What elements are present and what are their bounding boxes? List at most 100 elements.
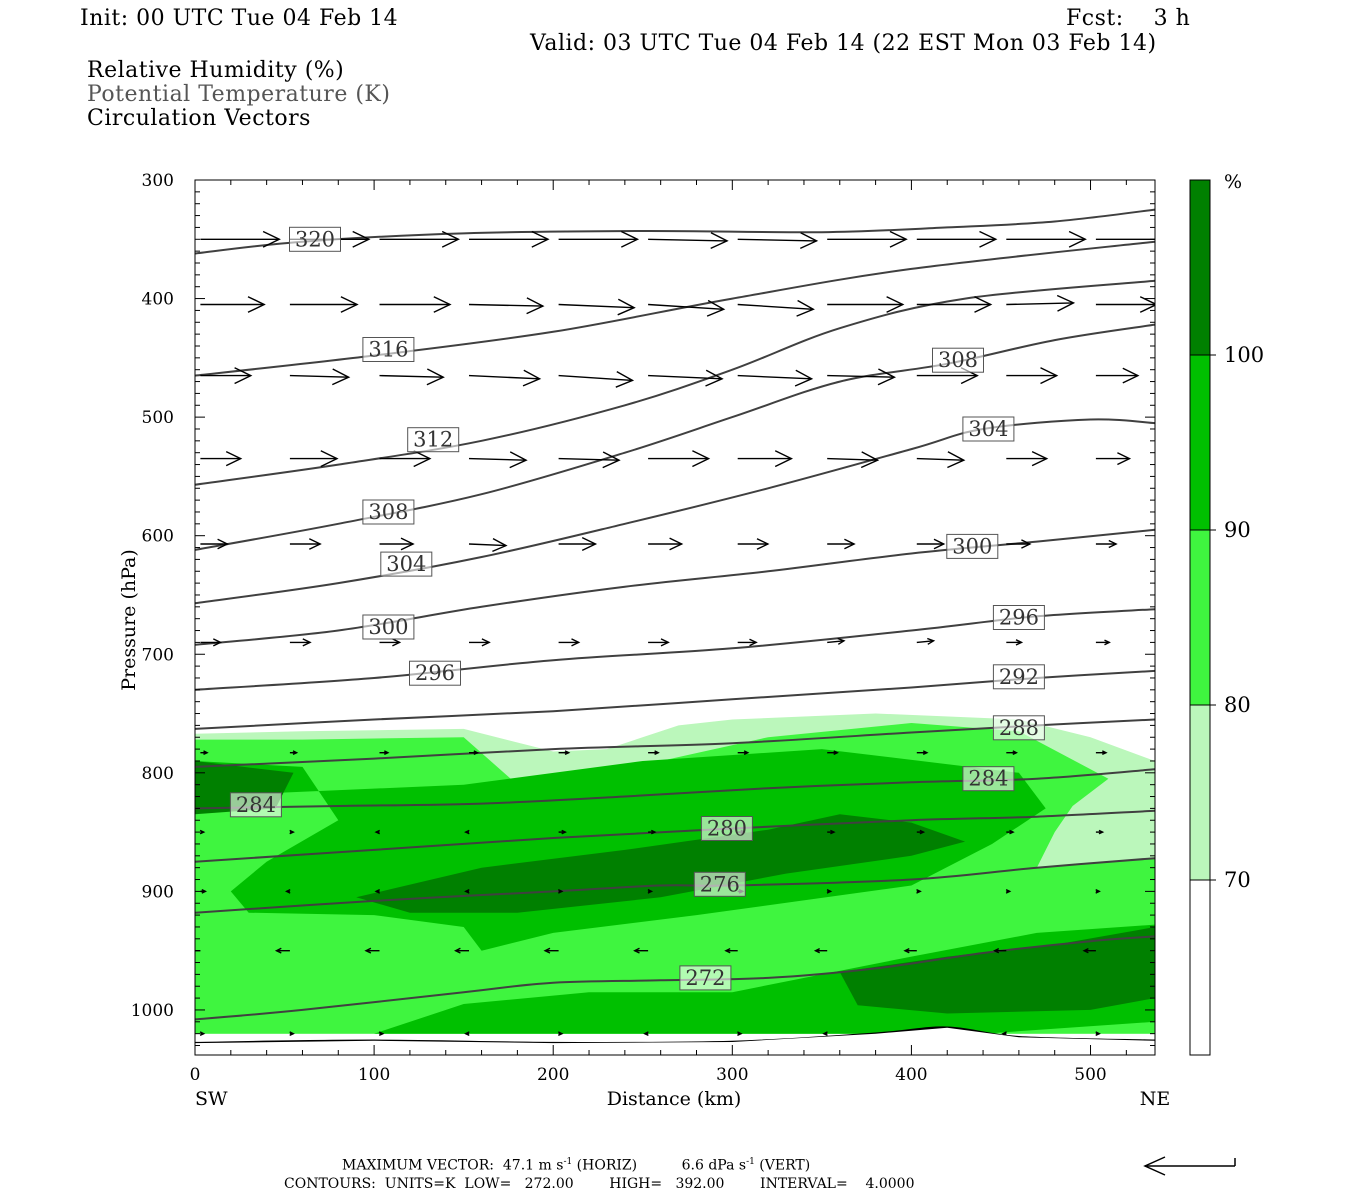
contour-label-308-2: 308 [938,348,978,372]
forecast-hour: Fcst: 3 h [1066,6,1191,31]
contour-label-box-272-1 [679,965,732,991]
theta-contour-304 [195,418,1155,605]
circulation-vector [648,450,711,468]
circulation-vector [558,829,567,835]
circulation-vector [200,296,266,313]
y-tick-label-300: 300 [142,171,174,191]
circulation-vector [374,888,381,894]
circulation-vector [1006,230,1087,248]
contour-label-box-308-1 [362,499,415,525]
circulation-vector [557,1031,564,1037]
max-vert-exponent: -1 [746,1157,755,1167]
circulation-vector [284,888,291,894]
circulation-vector [648,299,726,317]
circulation-vector [813,947,828,954]
colorbar-level-80: 80 [1224,693,1251,717]
colorbar-segment [1190,355,1210,530]
circulation-vector [724,947,738,954]
circulation-vector [374,829,380,835]
circulation-vector [1006,750,1019,756]
circulation-vector [827,230,908,248]
colorbar-segment [1190,705,1210,880]
theta-contour-284 [195,768,1155,810]
contour-label-304-2: 304 [968,417,1008,441]
circulation-vector [379,296,452,313]
circulation-vector [289,368,351,386]
circulation-vector [1095,829,1105,835]
y-axis-title: Pressure (hPa) [118,549,140,691]
circulation-vector [558,451,621,469]
contour-label-box-316-1 [362,337,415,362]
circulation-vector [469,750,480,756]
contour-label-300-1: 300 [368,615,408,639]
circulation-vector [199,1031,206,1037]
field-label-rh: Relative Humidity (%) [87,58,345,83]
circulation-vector [1006,639,1024,646]
circulation-vector [379,450,432,468]
colorbar-level-100: 100 [1224,343,1264,367]
circulation-vector [379,230,461,248]
contour-label-box-320-1 [289,226,341,252]
circulation-vector [274,947,290,954]
contour-label-316-1: 316 [368,338,408,362]
max-horiz-exponent: -1 [563,1157,573,1167]
max-horiz-tag: (HORIZ) [576,1157,638,1174]
circulation-vector [648,638,670,647]
max-vert-tag: (VERT) [759,1157,811,1174]
circulation-vector [1095,639,1111,646]
colorbar-segment [1190,180,1210,355]
circulation-vector [543,947,559,954]
contour-label-296-2: 296 [999,606,1039,630]
contour-label-box-292-1 [992,664,1045,690]
x-end-label-sw: SW [195,1088,228,1110]
circulation-vector [289,450,339,468]
circulation-vector [826,888,833,894]
circulation-vector [827,750,839,756]
rh-region-100-5 [356,814,966,913]
circulation-vector [1006,367,1059,385]
circulation-vector [378,1031,385,1037]
contour-label-284-2: 284 [968,767,1008,791]
circulation-vector [737,232,819,250]
max-horiz-value: 47.1 [502,1157,535,1174]
contour-label-box-296-1 [409,660,461,686]
circulation-vector [827,451,880,469]
circulation-vector [916,888,922,894]
x-tick-label-300: 300 [716,1065,748,1085]
circulation-vector [648,537,684,551]
circulation-vector [916,451,966,469]
circulation-vector [558,638,581,647]
contour-label-320-1: 320 [295,227,335,251]
circulation-vector [1095,296,1155,313]
field-label-vectors: Circulation Vectors [87,106,311,131]
circulation-vector [648,750,660,756]
circulation-vector [469,230,550,248]
circulation-vector [916,750,929,756]
circulation-vector [916,296,993,313]
x-tick-label-200: 200 [537,1065,569,1085]
circulation-vector [200,638,223,647]
circulation-vector [454,947,469,954]
circulation-vector [289,638,312,647]
circulation-vector [1095,539,1118,549]
contour-label-box-300-2 [946,533,999,559]
circulation-vector [993,947,1007,954]
circulation-vector [903,947,917,954]
colorbar: 100 90 80 70 [1189,179,1264,1056]
colorbar-level-70: 70 [1224,868,1251,892]
contour-label-308-1: 308 [368,500,408,524]
circulation-vector [464,829,470,835]
contour-label-272-1: 272 [685,966,725,990]
y-tick-label-500: 500 [142,408,174,428]
max-vector-label: MAXIMUM VECTOR: [342,1157,494,1174]
circulation-vector [199,829,206,835]
x-tick-label-100: 100 [358,1065,390,1085]
colorbar-level-90: 90 [1224,518,1251,542]
circulation-vector [379,368,445,386]
contour-label-312-1: 312 [413,428,453,452]
theta-contour-276 [195,857,1155,914]
contour-label-box-308-2 [932,347,984,373]
circulation-vector [827,637,846,645]
y-tick-label-700: 700 [142,645,174,665]
circulation-vector [1005,888,1012,894]
